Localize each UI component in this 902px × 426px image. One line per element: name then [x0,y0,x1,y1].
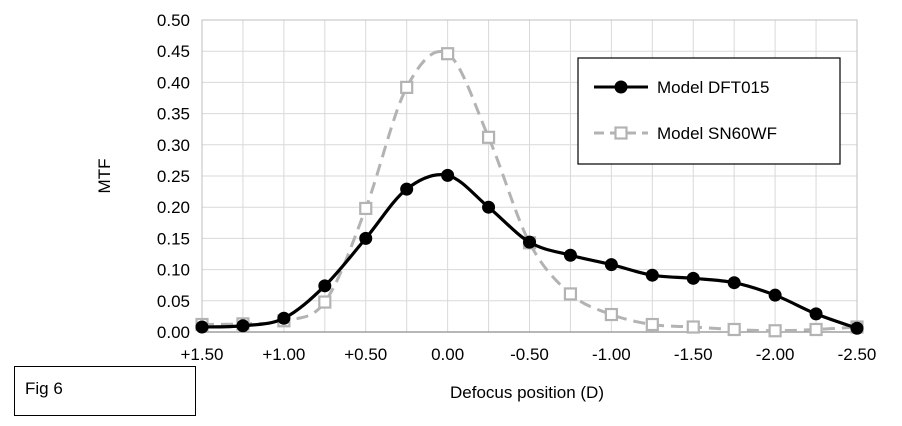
data-point-circle [563,248,577,262]
data-point-circle [850,321,864,335]
data-point-circle [277,311,291,325]
legend-label: Model SN60WF [657,124,777,143]
x-tick-label: +1.50 [180,345,223,364]
data-point-circle [686,271,700,285]
data-point-circle [727,276,741,290]
series-group [195,47,864,338]
y-tick-label: 0.10 [157,261,190,280]
legend-box [577,57,841,165]
y-tick-label: 0.20 [157,198,190,217]
x-axis-label: Defocus position (D) [450,383,604,402]
legend-swatch-marker [614,126,628,140]
data-point-square [359,201,373,216]
data-point-square [563,287,578,301]
data-point-circle [645,268,659,282]
data-point-square [441,47,455,61]
y-tick-label: 0.25 [157,167,190,186]
y-tick-label: 0.30 [157,136,190,155]
legend: Model DFT015 Model SN60WF [577,57,841,165]
figure-label: Fig 6 [25,379,63,398]
x-tick-label: +1.00 [262,345,305,364]
data-point-square [318,295,332,309]
data-point-circle [768,288,782,302]
data-point-circle [604,258,618,272]
x-tick-label: -2.50 [838,345,877,364]
y-tick-label: 0.45 [157,42,190,61]
data-point-circle [236,319,250,333]
data-point-circle [359,231,373,245]
x-tick-label: -1.50 [674,345,713,364]
y-tick-label: 0.15 [157,229,190,248]
x-tick-label: +0.50 [344,345,387,364]
data-point-circle [400,182,414,196]
legend-label: Model DFT015 [657,78,769,97]
x-tick-label: -0.50 [510,345,549,364]
y-tick-label: 0.05 [157,292,190,311]
data-point-circle [482,200,496,214]
data-point-square [604,307,618,322]
data-point-circle [318,279,332,293]
x-tick-label: -1.00 [592,345,631,364]
figure-label-box: Fig 6 [14,366,196,416]
y-axis-label: MTF [95,159,114,194]
y-tick-labels: 0.00 0.05 0.10 0.15 0.20 0.25 0.30 0.35 0.40 0.45… [157,11,190,342]
data-point-circle [441,168,455,182]
data-point-circle [523,235,536,249]
data-point-square [400,80,414,94]
y-tick-label: 0.50 [157,11,190,30]
y-tick-label: 0.35 [157,105,190,124]
data-point-square [768,324,782,338]
x-ticks: +1.50 +1.00 +0.50 0.00 -0.50 -1.00 -1.50 -2.00 -… [180,345,876,364]
data-point-square [727,322,741,337]
x-tick-label: 0.00 [431,345,464,364]
y-tick-label: 0.40 [157,73,190,92]
data-point-square [809,322,823,337]
y-tick-label: 0.00 [157,323,190,342]
x-tick-label: -2.00 [756,345,795,364]
data-point-square [481,130,496,144]
data-point-square [686,320,700,334]
legend-swatch-marker [614,80,628,94]
data-point-circle [809,307,823,321]
data-point-circle [195,320,209,334]
data-point-square [645,317,659,332]
